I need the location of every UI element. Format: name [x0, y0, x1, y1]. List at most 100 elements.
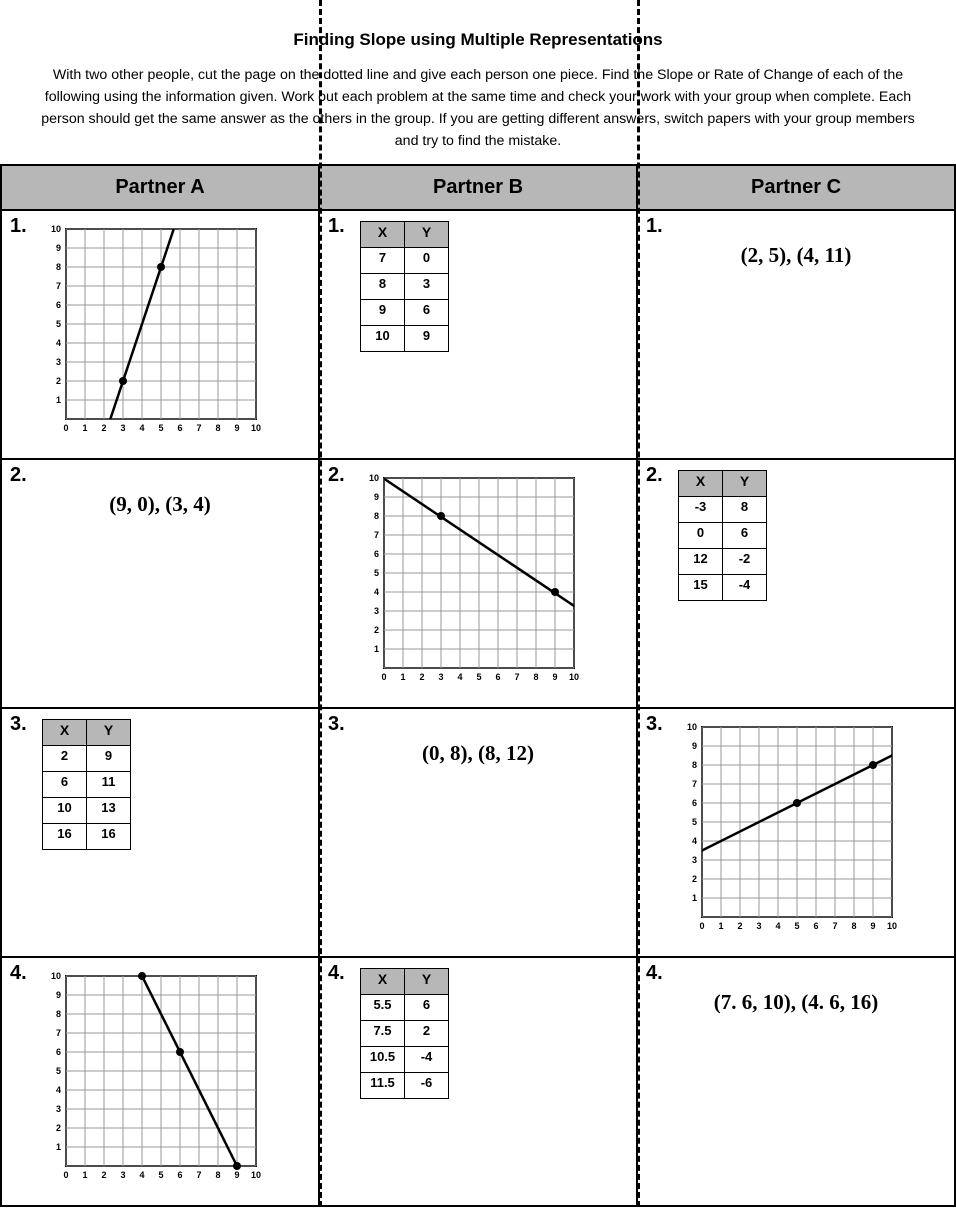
- svg-text:6: 6: [56, 1047, 61, 1057]
- svg-text:2: 2: [737, 921, 742, 931]
- cell-C1: 1. (2, 5), (4, 11): [638, 211, 954, 441]
- svg-text:3: 3: [120, 423, 125, 433]
- xy-table-B4: XY5.567.5210.5-411.5-6: [360, 968, 626, 1099]
- row-4: 4. 01234567891012345678910 4. XY5.567.52…: [1, 957, 955, 1206]
- cell-number: 4.: [10, 962, 27, 985]
- svg-text:5: 5: [56, 1066, 61, 1076]
- svg-text:5: 5: [158, 1170, 163, 1180]
- svg-text:2: 2: [56, 376, 61, 386]
- svg-text:3: 3: [756, 921, 761, 931]
- svg-text:5: 5: [374, 568, 379, 578]
- svg-text:8: 8: [692, 760, 697, 770]
- svg-text:10: 10: [369, 473, 379, 483]
- cell-B3: 3. (0, 8), (8, 12): [320, 709, 636, 939]
- cell-number: 1.: [646, 215, 663, 238]
- svg-text:8: 8: [215, 1170, 220, 1180]
- svg-text:2: 2: [56, 1123, 61, 1133]
- svg-text:10: 10: [251, 1170, 261, 1180]
- svg-text:1: 1: [56, 395, 61, 405]
- cell-number: 2.: [646, 464, 663, 487]
- cell-B4: 4. XY5.567.5210.5-411.5-6: [320, 958, 636, 1188]
- row-2: 2. (9, 0), (3, 4) 2. 0123456789101234567…: [1, 459, 955, 708]
- svg-text:9: 9: [56, 243, 61, 253]
- svg-text:1: 1: [82, 423, 87, 433]
- svg-text:3: 3: [56, 1104, 61, 1114]
- svg-text:8: 8: [374, 511, 379, 521]
- svg-text:5: 5: [158, 423, 163, 433]
- svg-text:9: 9: [234, 423, 239, 433]
- graph-C3: 01234567891012345678910: [678, 721, 898, 946]
- svg-text:10: 10: [569, 672, 579, 682]
- svg-text:7: 7: [196, 423, 201, 433]
- svg-text:0: 0: [381, 672, 386, 682]
- cell-A4: 4. 01234567891012345678910: [2, 958, 318, 1205]
- svg-text:6: 6: [692, 798, 697, 808]
- svg-text:10: 10: [51, 224, 61, 234]
- svg-text:6: 6: [177, 1170, 182, 1180]
- svg-text:5: 5: [692, 817, 697, 827]
- svg-text:6: 6: [374, 549, 379, 559]
- row-3: 3. XY2961110131616 3. (0, 8), (8, 12) 3.…: [1, 708, 955, 957]
- svg-text:3: 3: [374, 606, 379, 616]
- svg-text:9: 9: [692, 741, 697, 751]
- svg-text:10: 10: [251, 423, 261, 433]
- page-title: Finding Slope using Multiple Representat…: [0, 30, 956, 50]
- coord-pair: (7. 6, 10), (4. 6, 16): [648, 990, 944, 1015]
- cell-C2: 2. XY-380612-215-4: [638, 460, 954, 690]
- graph-B2: 01234567891012345678910: [360, 472, 580, 697]
- svg-text:9: 9: [56, 990, 61, 1000]
- svg-text:1: 1: [374, 644, 379, 654]
- svg-text:5: 5: [476, 672, 481, 682]
- cell-B1: 1. XY708396109: [320, 211, 636, 441]
- graph-A4: 01234567891012345678910: [42, 970, 262, 1195]
- cell-A2: 2. (9, 0), (3, 4): [2, 460, 318, 690]
- svg-text:6: 6: [813, 921, 818, 931]
- coord-pair: (9, 0), (3, 4): [12, 492, 308, 517]
- svg-text:4: 4: [139, 423, 144, 433]
- instructions-text: With two other people, cut the page on t…: [0, 64, 956, 164]
- cell-number: 3.: [328, 713, 345, 736]
- svg-text:5: 5: [794, 921, 799, 931]
- svg-text:10: 10: [887, 921, 897, 931]
- svg-text:8: 8: [851, 921, 856, 931]
- svg-text:7: 7: [374, 530, 379, 540]
- svg-text:7: 7: [56, 281, 61, 291]
- svg-text:3: 3: [56, 357, 61, 367]
- svg-text:4: 4: [457, 672, 462, 682]
- svg-text:8: 8: [56, 262, 61, 272]
- xy-table-A3: XY2961110131616: [42, 719, 308, 850]
- svg-text:9: 9: [374, 492, 379, 502]
- graph-A1: 01234567891012345678910: [42, 223, 262, 448]
- svg-text:9: 9: [552, 672, 557, 682]
- row-1: 1. 01234567891012345678910 1. XY70839610…: [1, 210, 955, 459]
- svg-text:1: 1: [692, 893, 697, 903]
- svg-text:10: 10: [51, 971, 61, 981]
- svg-text:4: 4: [139, 1170, 144, 1180]
- svg-text:0: 0: [63, 423, 68, 433]
- svg-text:2: 2: [101, 1170, 106, 1180]
- cell-C4: 4. (7. 6, 10), (4. 6, 16): [638, 958, 954, 1188]
- svg-text:4: 4: [374, 587, 379, 597]
- svg-text:1: 1: [718, 921, 723, 931]
- svg-text:6: 6: [177, 423, 182, 433]
- cell-number: 3.: [646, 713, 663, 736]
- coord-pair: (2, 5), (4, 11): [648, 243, 944, 268]
- svg-text:8: 8: [533, 672, 538, 682]
- cell-number: 4.: [328, 962, 345, 985]
- xy-table-B1: XY708396109: [360, 221, 626, 352]
- svg-text:3: 3: [692, 855, 697, 865]
- svg-text:2: 2: [419, 672, 424, 682]
- worksheet-grid: Partner A Partner B Partner C 1. 0123456…: [0, 164, 956, 1207]
- svg-text:6: 6: [56, 300, 61, 310]
- svg-text:4: 4: [56, 338, 61, 348]
- svg-text:4: 4: [56, 1085, 61, 1095]
- cell-number: 4.: [646, 962, 663, 985]
- svg-text:5: 5: [56, 319, 61, 329]
- svg-text:0: 0: [63, 1170, 68, 1180]
- svg-text:3: 3: [438, 672, 443, 682]
- col-header-a: Partner A: [1, 165, 319, 210]
- svg-text:8: 8: [56, 1009, 61, 1019]
- cell-number: 2.: [328, 464, 345, 487]
- col-header-c: Partner C: [637, 165, 955, 210]
- cell-number: 2.: [10, 464, 27, 487]
